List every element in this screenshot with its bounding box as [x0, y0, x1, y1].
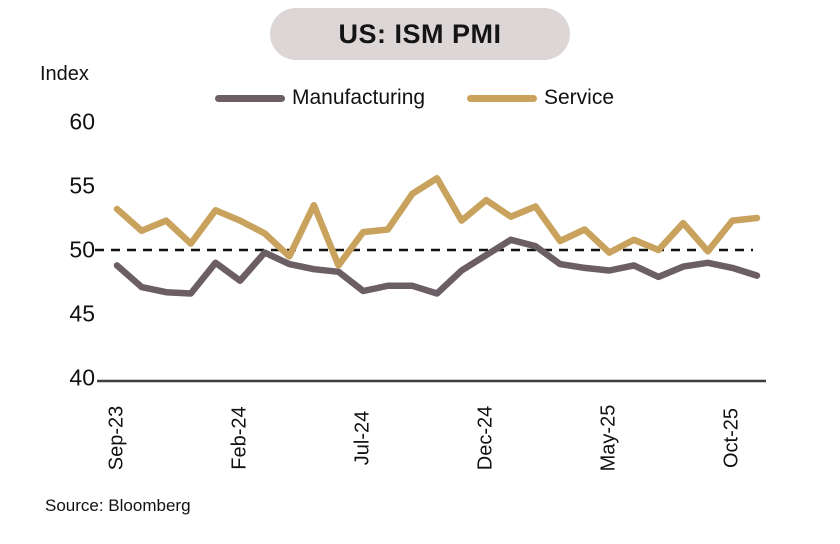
chart-title-text: US: ISM PMI	[338, 18, 502, 49]
y-axis-unit-label: Index	[40, 63, 89, 85]
legend-label-manufacturing: Manufacturing	[292, 86, 426, 109]
x-tick-may-25: May-25	[597, 404, 620, 472]
legend-label-service: Service	[544, 86, 615, 109]
source-caption: Source: Bloomberg	[45, 496, 191, 515]
y-tick-40: 40	[69, 364, 95, 391]
x-tick-feb-24: Feb-24	[228, 406, 251, 470]
y-tick-45: 45	[69, 300, 95, 327]
x-tick-oct-25: Oct-25	[720, 407, 743, 469]
x-tick-dec-24: Dec-24	[474, 405, 497, 471]
manufacturing-line-swatch	[215, 94, 285, 102]
service-line	[113, 175, 761, 269]
y-tick-50: 50	[69, 236, 95, 263]
x-tick-sep-23: Sep-23	[105, 405, 128, 471]
legend-item-manufacturing: Manufacturing	[215, 86, 425, 110]
service-line-swatch	[467, 94, 537, 102]
chart-title: US: ISM PMI	[270, 8, 570, 60]
y-tick-55: 55	[69, 172, 95, 199]
x-tick-jul-24: Jul-24	[351, 410, 374, 466]
legend-item-service: Service	[467, 86, 614, 110]
manufacturing-line	[113, 236, 761, 297]
y-tick-60: 60	[69, 108, 95, 135]
